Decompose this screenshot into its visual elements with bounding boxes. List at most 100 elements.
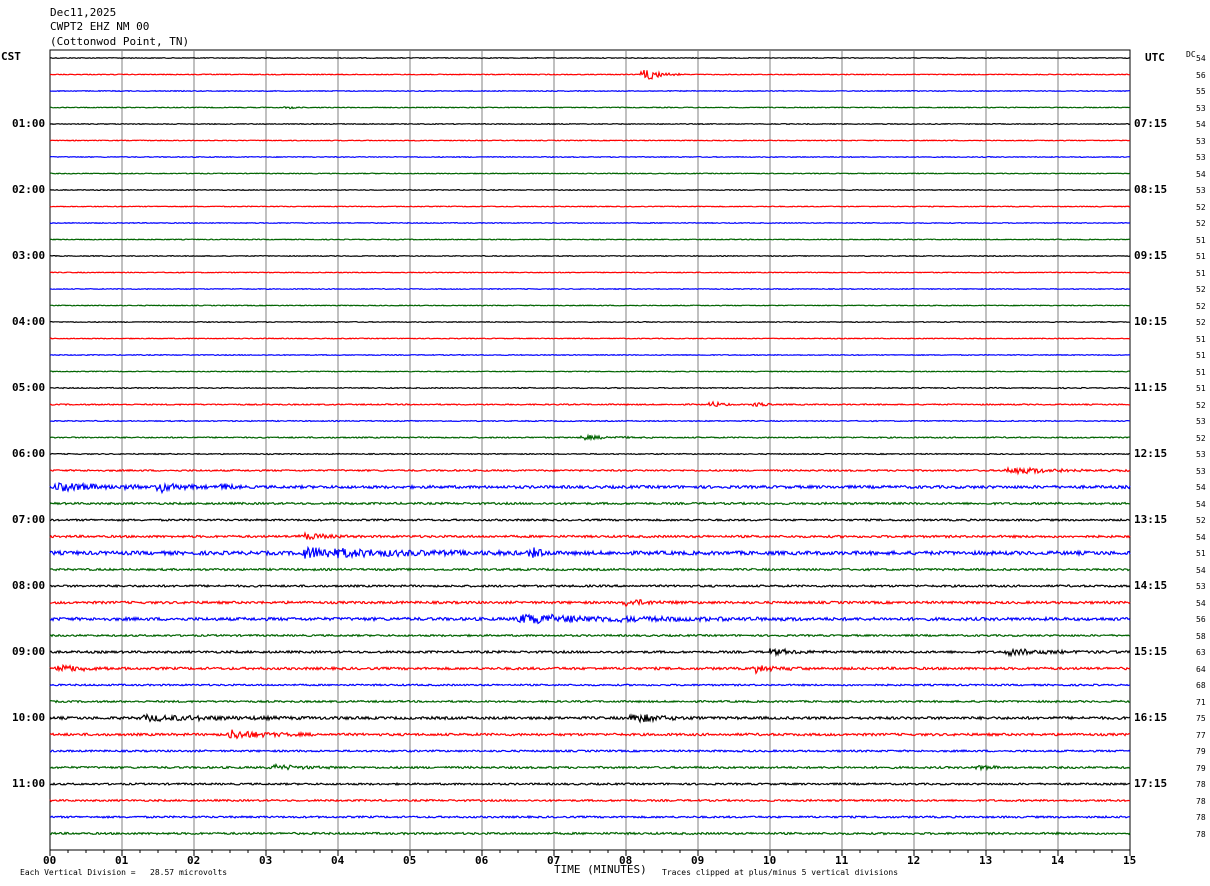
dc-offset-label: 51	[1196, 235, 1206, 245]
trace-line	[49, 56, 1131, 60]
x-tick-label: 00	[43, 854, 57, 867]
trace-line	[49, 545, 1131, 560]
trace-line	[49, 155, 1131, 159]
left-time-label: 05:00	[12, 381, 46, 394]
header-location: (Cottonwod Point, TN)	[50, 35, 190, 48]
dc-offset-label: 53	[1196, 153, 1206, 162]
trace-line	[49, 762, 1131, 772]
trace-line	[49, 353, 1130, 357]
dc-offset-label: 52	[1196, 285, 1206, 294]
dc-offset-label: 51	[1196, 367, 1206, 377]
trace-line	[49, 188, 1130, 192]
x-tick-label: 12	[907, 854, 921, 867]
dc-offset-label: 53	[1196, 450, 1206, 459]
scale-note: Each Vertical Division = 28.57 microvolt…	[20, 868, 228, 877]
dc-offset-label: 53	[1196, 186, 1206, 195]
trace-line	[49, 831, 1131, 836]
dc-offset-label: 63	[1196, 648, 1206, 657]
x-tick-label: 13	[979, 854, 993, 867]
trace-line	[49, 798, 1131, 803]
trace-line	[49, 419, 1131, 423]
dc-offset-label: 78	[1196, 813, 1206, 822]
dc-offset-label: 54	[1196, 169, 1206, 179]
dc-offset-label: 58	[1196, 631, 1206, 641]
trace-line	[49, 501, 1131, 506]
dc-offset-label: 52	[1196, 318, 1206, 327]
trace-line	[49, 304, 1130, 307]
trace-line	[49, 238, 1131, 241]
dc-offset-label: 78	[1196, 796, 1206, 806]
right-time-label: 17:15	[1134, 777, 1168, 790]
dc-offset-label: 54	[1196, 54, 1206, 63]
x-axis-title: TIME (MINUTES)	[554, 863, 647, 876]
trace-line	[49, 287, 1131, 291]
x-tick-label: 11	[835, 854, 849, 867]
trace-line	[49, 531, 1131, 541]
left-time-label: 02:00	[12, 183, 46, 196]
x-tick-label: 01	[115, 854, 129, 867]
trace-line	[49, 452, 1131, 456]
right-time-label: 15:15	[1134, 645, 1168, 658]
dc-offset-label: 54	[1196, 120, 1206, 129]
dc-offset-label: 52	[1196, 433, 1206, 443]
left-time-label: 01:00	[12, 117, 46, 130]
right-time-label: 07:15	[1134, 117, 1168, 130]
trace-line	[49, 386, 1131, 390]
trace-line	[49, 320, 1131, 324]
left-time-label: 10:00	[12, 711, 46, 724]
dc-offset-label: 64	[1196, 664, 1206, 674]
right-axis-label: UTC	[1145, 51, 1165, 64]
x-tick-label: 06	[475, 854, 489, 867]
dc-offset-label: 53	[1196, 136, 1206, 146]
trace-line	[49, 814, 1131, 820]
x-tick-label: 14	[1051, 854, 1065, 867]
x-tick-label: 07	[547, 854, 561, 867]
dc-offset-label: 51	[1196, 268, 1206, 278]
x-tick-label: 10	[763, 854, 777, 867]
dc-offset-label: 79	[1196, 747, 1206, 756]
dc-offset-label: 71	[1196, 697, 1206, 707]
dc-offset-label: 52	[1196, 219, 1206, 228]
trace-line	[49, 172, 1130, 175]
right-time-label: 09:15	[1134, 249, 1168, 262]
dc-offset-label: 77	[1196, 730, 1206, 740]
x-tick-label: 05	[403, 854, 417, 867]
dc-offset-label: 52	[1196, 301, 1206, 311]
dc-offset-label: 75	[1196, 714, 1206, 723]
dc-offset-label: 56	[1196, 615, 1206, 624]
trace-line	[49, 481, 1131, 495]
dc-offset-label: 56	[1196, 70, 1206, 80]
left-axis-label: CST	[1, 50, 21, 63]
left-time-label: 06:00	[12, 447, 46, 460]
trace-line	[49, 729, 1131, 740]
dc-offset-label: 52	[1196, 516, 1206, 525]
plot-frame	[49, 49, 1131, 851]
x-tick-label: 04	[331, 854, 345, 867]
trace-line	[49, 271, 1131, 274]
dc-offset-label: 53	[1196, 103, 1206, 113]
trace-line	[50, 613, 1131, 625]
left-time-label: 11:00	[12, 777, 46, 790]
x-tick-label: 15	[1123, 854, 1137, 867]
trace-line	[49, 433, 1131, 442]
left-time-label: 04:00	[12, 315, 46, 328]
trace-line	[49, 699, 1131, 704]
dc-offset-label: 51	[1196, 351, 1206, 360]
trace-line	[50, 400, 1130, 408]
trace-line	[49, 517, 1131, 523]
dc-offset-label: 52	[1196, 202, 1206, 212]
trace-line	[49, 748, 1131, 754]
right-time-label: 08:15	[1134, 183, 1168, 196]
dc-offset-label: 54	[1196, 598, 1206, 608]
left-time-label: 09:00	[12, 645, 46, 658]
trace-line	[49, 599, 1131, 608]
dc-offset-label: 52	[1196, 400, 1206, 410]
x-tick-label: 08	[619, 854, 633, 867]
left-time-label: 03:00	[12, 249, 46, 262]
left-time-label: 07:00	[12, 513, 46, 526]
trace-line	[49, 69, 1131, 80]
dc-offset-label: 54	[1196, 532, 1206, 542]
trace-line	[50, 583, 1131, 589]
header-date: Dec11,2025	[50, 6, 117, 19]
